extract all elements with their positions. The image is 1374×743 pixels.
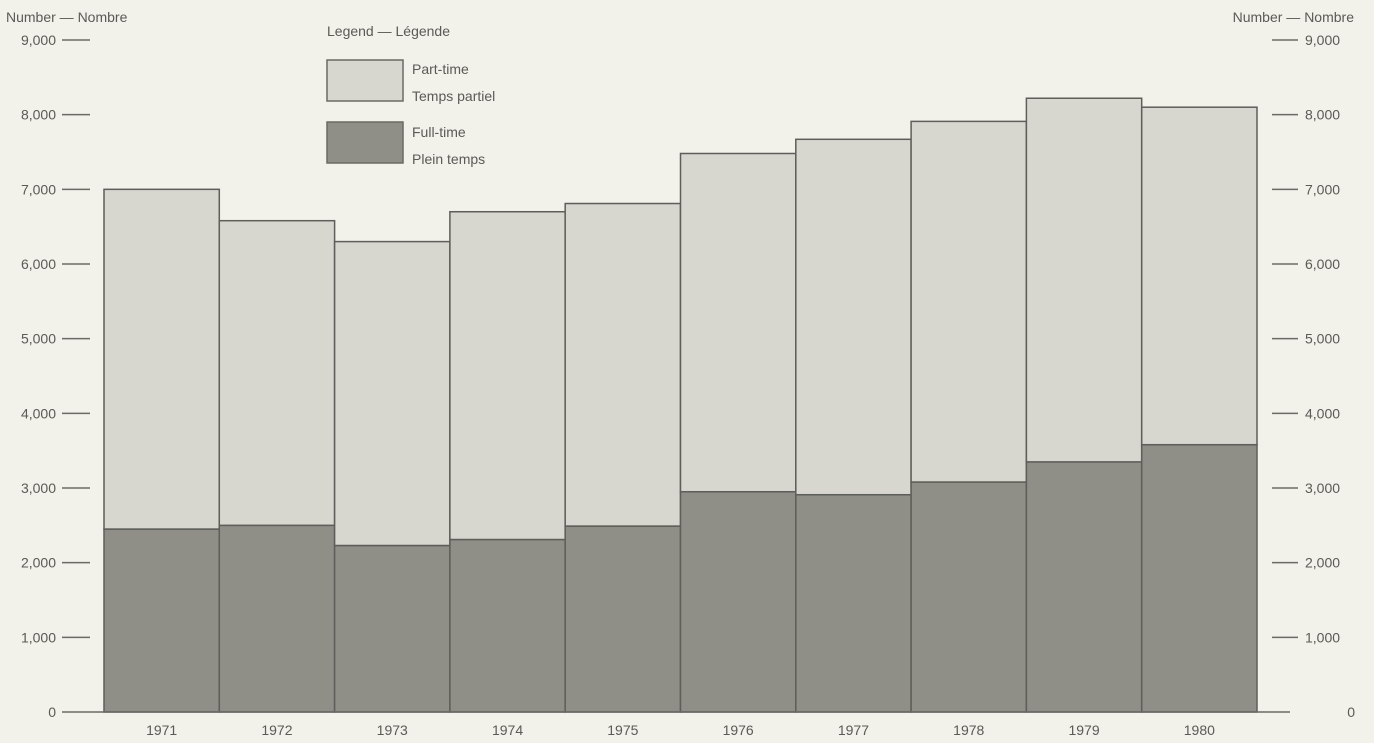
bar-part-time-1974 xyxy=(449,210,566,541)
right-y-tick-label: 3,000 xyxy=(1305,480,1340,496)
bar-full-time-1976 xyxy=(679,490,797,713)
x-tick-labels: 1971 1972 1973 1974 1975 1976 1977 1978 1979 1980 xyxy=(146,722,1215,738)
left-y-tick-label: 5,000 xyxy=(21,331,56,347)
bar-part-time-1975 xyxy=(564,202,682,527)
legend-swatch-part-time xyxy=(326,59,404,102)
bars-group xyxy=(103,97,1258,713)
left-y-tick-label: 1,000 xyxy=(21,629,56,645)
x-tick-label: 1971 xyxy=(146,722,177,738)
right-y-tick-label: 1,000 xyxy=(1305,629,1340,645)
bar-full-time-1972 xyxy=(218,524,336,713)
right-y-tick-label: 9,000 xyxy=(1305,32,1340,48)
x-tick-label: 1975 xyxy=(607,722,638,738)
right-y-tick-label: 0 xyxy=(1347,704,1355,720)
legend-label-full-time: Full-time xyxy=(412,124,466,140)
left-y-tick-label: 6,000 xyxy=(21,256,56,272)
bar-part-time-1979 xyxy=(1025,97,1143,463)
legend-label-plein-temps: Plein temps xyxy=(412,151,485,167)
bar-full-time-1979 xyxy=(1025,461,1143,713)
bar-part-time-1977 xyxy=(795,138,912,496)
left-y-tick-label: 8,000 xyxy=(21,107,56,123)
bar-part-time-1971 xyxy=(103,188,221,530)
axes-group: 0 0 1,000 1,000 2,000 2,000 3,000 3,000 4,000 4,0… xyxy=(21,32,1355,720)
bar-part-time-1973 xyxy=(333,240,451,547)
x-tick-label: 1974 xyxy=(492,722,523,738)
bar-full-time-1973 xyxy=(333,544,451,713)
legend-label-temps-partiel: Temps partiel xyxy=(412,88,495,104)
bar-part-time-1972 xyxy=(218,219,336,527)
left-axis-title: Number — Nombre xyxy=(6,9,128,25)
x-tick-label: 1979 xyxy=(1068,722,1099,738)
bar-part-time-1980 xyxy=(1140,106,1258,446)
legend-swatch-full-time xyxy=(326,121,404,164)
bar-full-time-1974 xyxy=(449,538,566,713)
right-y-tick-label: 6,000 xyxy=(1305,256,1340,272)
x-tick-label: 1972 xyxy=(261,722,292,738)
bar-part-time-1976 xyxy=(679,152,797,493)
bar-full-time-1975 xyxy=(564,525,682,713)
bar-full-time-1978 xyxy=(910,481,1028,713)
left-y-tick-label: 2,000 xyxy=(21,555,56,571)
legend: Legend — Légende Part-time Temps partiel… xyxy=(326,23,495,167)
right-y-tick-label: 7,000 xyxy=(1305,181,1340,197)
bar-full-time-1980 xyxy=(1140,443,1258,713)
right-y-tick-label: 2,000 xyxy=(1305,555,1340,571)
right-axis-title: Number — Nombre xyxy=(1233,9,1355,25)
right-y-tick-label: 4,000 xyxy=(1305,405,1340,421)
bar-part-time-1978 xyxy=(910,120,1028,483)
left-y-tick-label: 3,000 xyxy=(21,480,56,496)
left-y-tick-label: 7,000 xyxy=(21,181,56,197)
right-y-tick-label: 5,000 xyxy=(1305,331,1340,347)
left-y-tick-label: 4,000 xyxy=(21,405,56,421)
legend-label-part-time: Part-time xyxy=(412,61,469,77)
x-tick-label: 1977 xyxy=(838,722,869,738)
x-tick-label: 1973 xyxy=(377,722,408,738)
right-y-tick-label: 8,000 xyxy=(1305,107,1340,123)
x-tick-label: 1976 xyxy=(723,722,754,738)
left-y-tick-label: 9,000 xyxy=(21,32,56,48)
bar-full-time-1977 xyxy=(795,493,912,713)
x-tick-label: 1978 xyxy=(953,722,984,738)
legend-title: Legend — Légende xyxy=(327,23,450,39)
x-tick-label: 1980 xyxy=(1184,722,1215,738)
left-y-tick-label: 0 xyxy=(48,704,56,720)
bar-full-time-1971 xyxy=(103,528,221,713)
